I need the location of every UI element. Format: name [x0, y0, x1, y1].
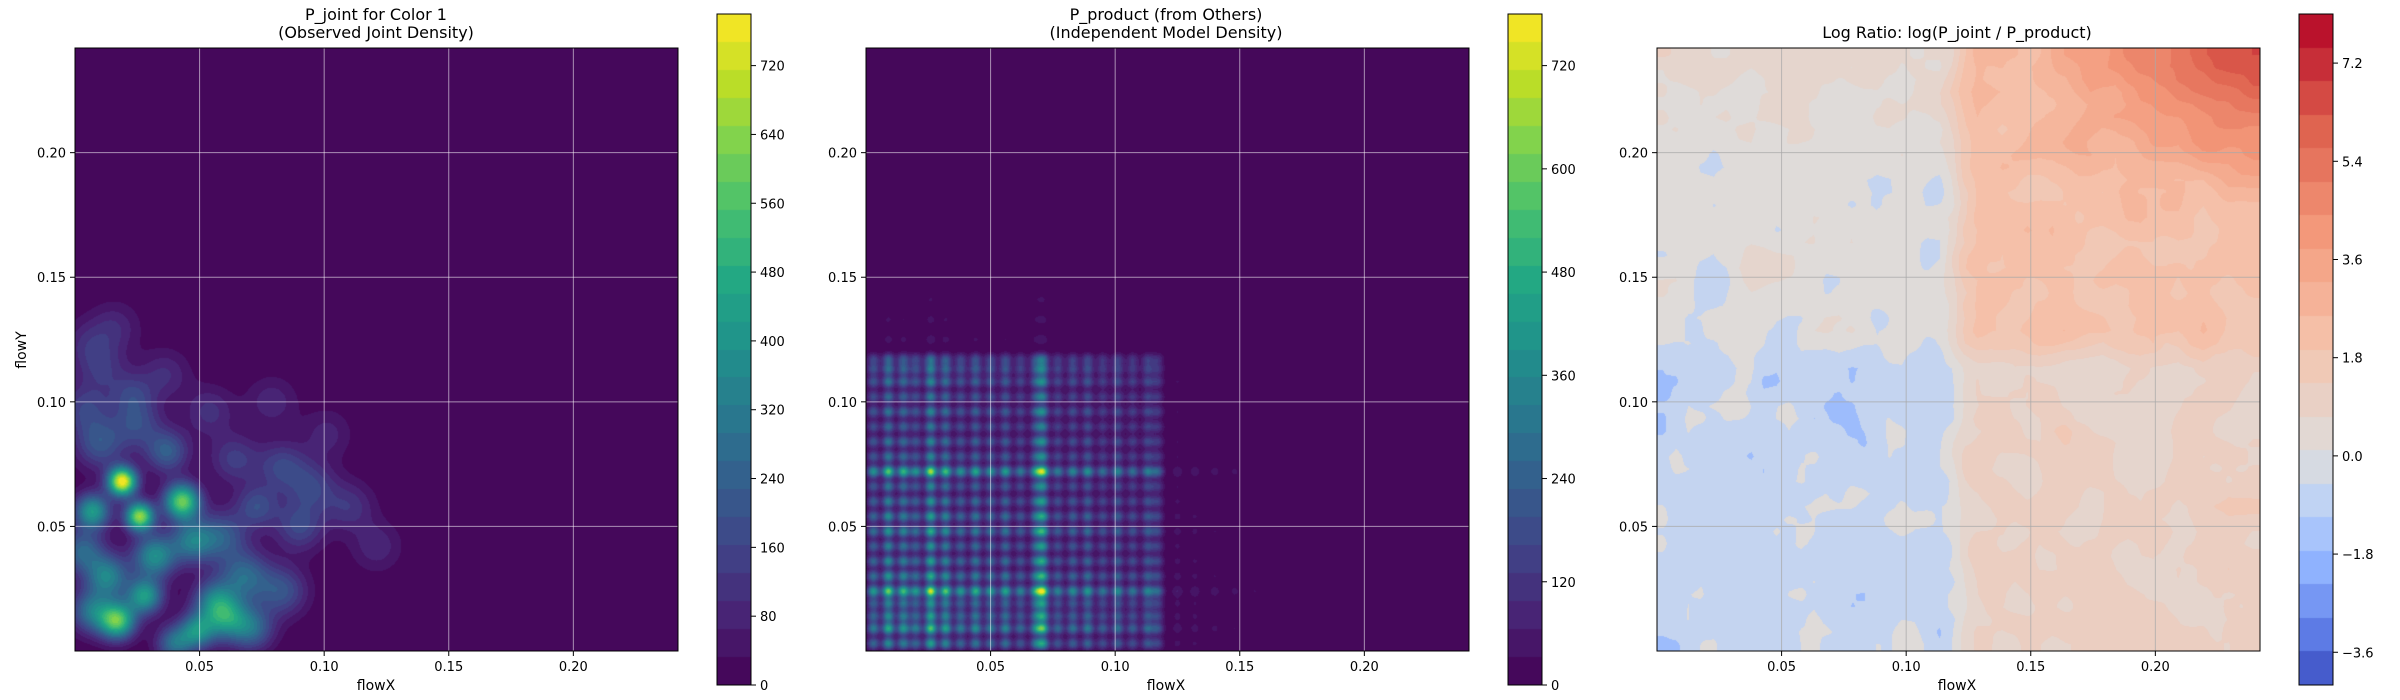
- title-joint-line2: (Observed Joint Density): [278, 23, 474, 42]
- ytick-label-0p2: 0.20: [1619, 147, 1648, 162]
- colorbar-tick-label-80: 80: [760, 610, 777, 625]
- title-product-line2: (Independent Model Density): [1050, 23, 1283, 42]
- title-product-line1: P_product (from Others): [1070, 5, 1263, 25]
- colorbar-tick-label-m3p6: −3.6: [2342, 646, 2374, 661]
- title-log-ratio: Log Ratio: log(P_joint / P_product): [1822, 23, 2092, 43]
- heatmap-area-joint: [75, 48, 678, 651]
- colorbar-tick-label-0: 0.0: [2342, 450, 2363, 465]
- ytick-label-0p15: 0.15: [37, 271, 66, 286]
- xlabel-log-ratio: flowX: [1938, 678, 1977, 694]
- ytick-label-0p1: 0.10: [1619, 396, 1648, 411]
- plot-frame-log-ratio: [1656, 47, 2261, 652]
- colorbar-tick-label-240: 240: [760, 473, 785, 488]
- colorbar-tick-label-0: 0: [1551, 679, 1559, 694]
- xtick-label-0p05: 0.05: [1767, 660, 1796, 675]
- colorbar-tick-label-240: 240: [1551, 473, 1576, 488]
- xtick-label-0p1: 0.10: [1892, 660, 1921, 675]
- colorbar-tick-label-120: 120: [1551, 576, 1576, 591]
- xtick-label-0p05: 0.05: [976, 660, 1005, 675]
- colorbar-gradient-product: [1508, 14, 1542, 685]
- ytick-label-0p1: 0.10: [37, 396, 66, 411]
- panel-log-ratio: Log Ratio: log(P_joint / P_product) 0.05…: [1619, 13, 2374, 694]
- xtick-label-0p15: 0.15: [2016, 660, 2045, 675]
- colorbar-tick-label-600: 600: [1551, 163, 1576, 178]
- ytick-label-0p05: 0.05: [1619, 520, 1648, 535]
- colorbar-joint: [717, 14, 751, 685]
- ytick-label-0p1: 0.10: [828, 396, 857, 411]
- colorbar-tick-label-m1p8: −1.8: [2342, 548, 2374, 563]
- xtick-label-0p15: 0.15: [1225, 660, 1254, 675]
- ylabel-joint: flowY: [14, 331, 30, 369]
- plot-frame-joint: [74, 47, 679, 652]
- colorbar-tick-label-160: 160: [760, 541, 785, 556]
- density-heatmap-joint: [75, 48, 678, 651]
- grid-log-ratio: [1657, 48, 2260, 651]
- colorbar-tick-label-0: 0: [760, 679, 768, 694]
- colorbar-tick-label-320: 320: [760, 404, 785, 419]
- title-joint-line1: P_joint for Color 1: [305, 5, 447, 25]
- xtick-label-0p05: 0.05: [185, 660, 214, 675]
- grid-joint: [75, 48, 678, 651]
- ytick-label-0p2: 0.20: [828, 147, 857, 162]
- axes-joint: 0.05 0.10 0.15 0.20 0.05 0.10 0.15 0.20: [37, 147, 588, 675]
- heatmap-area-log-ratio: [1657, 48, 2260, 651]
- colorbar-log-ratio: [2299, 14, 2333, 685]
- xtick-label-0p15: 0.15: [434, 660, 463, 675]
- colorbar-ticks-joint: 0 80 160 240 320 400 480 560 640 720: [751, 60, 785, 694]
- colorbar-tick-label-400: 400: [760, 335, 785, 350]
- plot-frame-product: [865, 47, 1470, 652]
- colorbar-tick-label-720: 720: [1551, 60, 1576, 75]
- colorbar-product: [1508, 14, 1542, 685]
- colorbar-frame-product: [1507, 13, 1543, 686]
- colorbar-tick-label-480: 480: [1551, 266, 1576, 281]
- colorbar-tick-label-560: 560: [760, 197, 785, 212]
- panel-product: P_product (from Others) (Independent Mod…: [828, 5, 1576, 694]
- colorbar-gradient-joint: [717, 14, 751, 685]
- colorbar-tick-label-3p6: 3.6: [2342, 253, 2363, 268]
- axes-product: 0.05 0.10 0.15 0.20 0.05 0.10 0.15 0.20: [828, 147, 1379, 675]
- colorbar-tick-label-720: 720: [760, 60, 785, 75]
- xtick-label-0p2: 0.20: [559, 660, 588, 675]
- colorbar-tick-label-360: 360: [1551, 369, 1576, 384]
- colorbar-ticks-log-ratio: −3.6 −1.8 0.0 1.8 3.6 5.4 7.2: [2333, 57, 2374, 661]
- ytick-label-0p2: 0.20: [37, 147, 66, 162]
- colorbar-tick-label-640: 640: [760, 128, 785, 143]
- xlabel-joint: flowX: [357, 678, 396, 694]
- heatmap-area-product: [866, 48, 1469, 651]
- ytick-label-0p15: 0.15: [828, 271, 857, 286]
- xtick-label-0p2: 0.20: [2141, 660, 2170, 675]
- panel-joint: P_joint for Color 1 (Observed Joint Dens…: [14, 5, 785, 694]
- grid-product: [866, 48, 1469, 651]
- colorbar-tick-label-1p8: 1.8: [2342, 352, 2363, 367]
- ytick-label-0p05: 0.05: [37, 520, 66, 535]
- ytick-label-0p15: 0.15: [1619, 271, 1648, 286]
- xtick-label-0p2: 0.20: [1350, 660, 1379, 675]
- colorbar-tick-label-480: 480: [760, 266, 785, 281]
- colorbar-tick-label-7p2: 7.2: [2342, 57, 2363, 72]
- colorbar-frame-log-ratio: [2298, 13, 2334, 686]
- axes-log-ratio: 0.05 0.10 0.15 0.20 0.05 0.10 0.15 0.20: [1619, 147, 2170, 675]
- colorbar-frame-joint: [716, 13, 752, 686]
- log-ratio-heatmap: [1657, 48, 2260, 651]
- xlabel-product: flowX: [1147, 678, 1186, 694]
- colorbar-tick-label-5p4: 5.4: [2342, 155, 2363, 170]
- colorbar-ticks-product: 0 120 240 360 480 600 720: [1542, 60, 1576, 694]
- ytick-label-0p05: 0.05: [828, 520, 857, 535]
- xtick-label-0p1: 0.10: [1101, 660, 1130, 675]
- colorbar-gradient-log-ratio: [2299, 14, 2333, 685]
- xtick-label-0p1: 0.10: [310, 660, 339, 675]
- density-heatmap-product: [866, 48, 1469, 651]
